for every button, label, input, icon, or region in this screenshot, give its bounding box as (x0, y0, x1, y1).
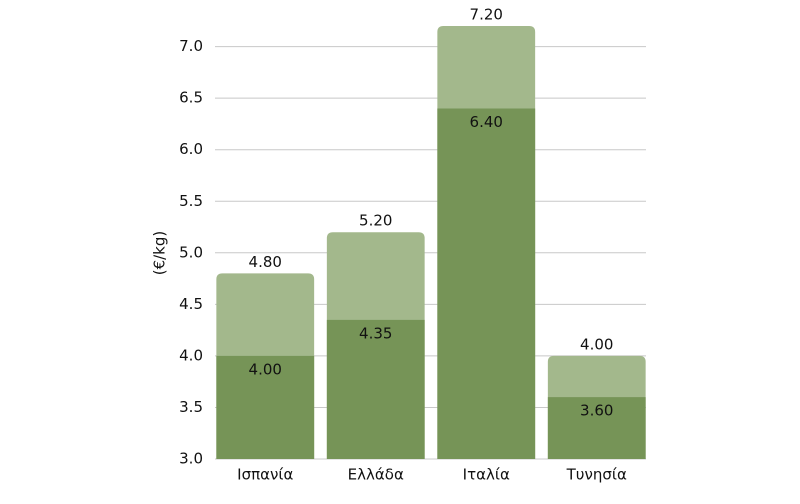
x-tick-label: Τυνησία (566, 466, 627, 484)
y-tick-label: 7.0 (179, 37, 203, 55)
y-axis-label: (€/kg) (151, 231, 169, 276)
x-tick-label: Ελλάδα (348, 466, 404, 484)
y-tick-label: 4.0 (179, 346, 203, 364)
value-label: 6.40 (470, 113, 503, 131)
x-tick-label: Ιταλία (463, 466, 510, 484)
value-label: 5.20 (359, 212, 392, 230)
bar (547, 397, 646, 459)
x-tick-label: Ισπανία (237, 466, 293, 484)
value-label: 3.60 (580, 402, 613, 420)
value-label: 4.00 (249, 360, 282, 378)
y-tick-label: 3.0 (179, 450, 203, 468)
bar (326, 319, 425, 459)
bar (216, 355, 315, 459)
value-label: 4.00 (580, 335, 613, 353)
y-tick-label: 3.5 (179, 398, 203, 416)
y-tick-label: 5.5 (179, 192, 203, 210)
y-tick-label: 4.5 (179, 295, 203, 313)
value-label: 4.35 (359, 324, 392, 342)
value-label: 7.20 (470, 6, 503, 24)
y-tick-label: 6.5 (179, 89, 203, 107)
value-label: 4.80 (249, 253, 282, 271)
bar (437, 108, 536, 459)
y-tick-label: 5.0 (179, 243, 203, 261)
y-tick-label: 6.0 (179, 140, 203, 158)
